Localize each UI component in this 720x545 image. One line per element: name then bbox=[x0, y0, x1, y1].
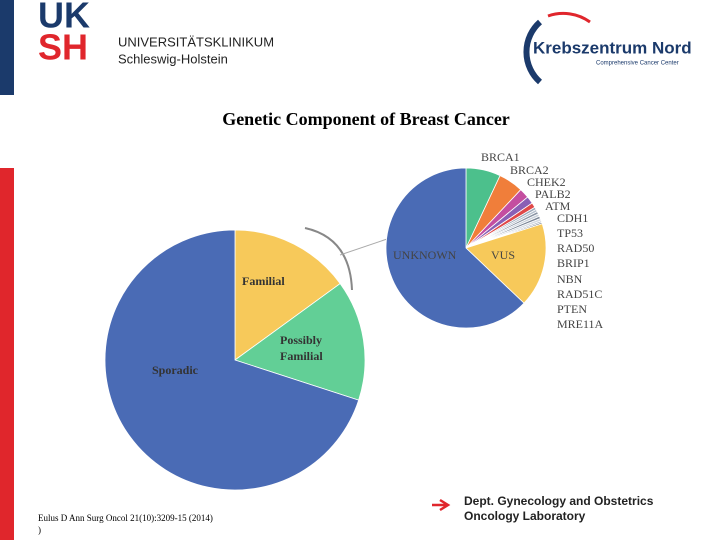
charts: Familial Possibly Familial Sporadic BRCA1BRC… bbox=[104, 150, 604, 491]
top-bar bbox=[0, 0, 14, 95]
connector bbox=[304, 227, 353, 291]
slice-label: UNKNOWN bbox=[393, 248, 457, 262]
slice-label: BRIP1 bbox=[557, 256, 590, 270]
slice-label: RAD50 bbox=[557, 241, 594, 255]
slice-label: ATM bbox=[545, 199, 571, 213]
slice-label: Possibly bbox=[280, 333, 322, 347]
pie-slice bbox=[465, 223, 547, 304]
slice-label: MRE11A bbox=[557, 317, 604, 331]
pie-slice bbox=[234, 229, 341, 361]
institution: UNIVERSITÄTSKLINIKUM bbox=[118, 34, 274, 49]
slice-label: CHEK2 bbox=[527, 175, 566, 189]
slice-label: RAD51C bbox=[557, 287, 602, 301]
slice-label: Familial bbox=[280, 349, 323, 363]
logo-bottom: SH bbox=[38, 27, 88, 68]
slide-title: Genetic Component of Breast Cancer bbox=[222, 109, 510, 129]
slice-label: NBN bbox=[557, 272, 583, 286]
pie-slice bbox=[104, 229, 360, 491]
slice-label: BRCA1 bbox=[481, 150, 520, 164]
partner-logo-arc-red bbox=[547, 11, 591, 24]
citation: Eulus D Ann Surg Oncol 21(10):3209-15 (2… bbox=[38, 513, 213, 523]
slice-label: TP53 bbox=[557, 226, 583, 240]
slice-label: Sporadic bbox=[152, 363, 199, 377]
partner-subtitle: Comprehensive Cancer Center bbox=[596, 61, 679, 67]
slice-label: BRCA2 bbox=[510, 163, 549, 177]
pie-slice bbox=[234, 283, 366, 401]
region: Schleswig-Holstein bbox=[118, 51, 228, 66]
citation-end: ) bbox=[38, 525, 41, 535]
partner-logo-arc bbox=[523, 19, 543, 85]
side-bar bbox=[0, 168, 14, 540]
partner-name: Krebszentrum Nord bbox=[533, 38, 692, 57]
slice-label: Familial bbox=[242, 274, 285, 288]
slice-label: CDH1 bbox=[557, 211, 588, 225]
arrow-icon bbox=[432, 498, 451, 512]
slice-label: VUS bbox=[491, 248, 515, 262]
dept: Dept. Gynecology and Obstetrics bbox=[464, 494, 654, 508]
slice-label: PALB2 bbox=[535, 187, 571, 201]
slice-label: PTEN bbox=[557, 302, 587, 316]
connector-line bbox=[339, 237, 391, 256]
logo-top: UK bbox=[38, 0, 90, 36]
pie-slice bbox=[385, 167, 525, 329]
lab: Oncology Laboratory bbox=[464, 509, 586, 523]
